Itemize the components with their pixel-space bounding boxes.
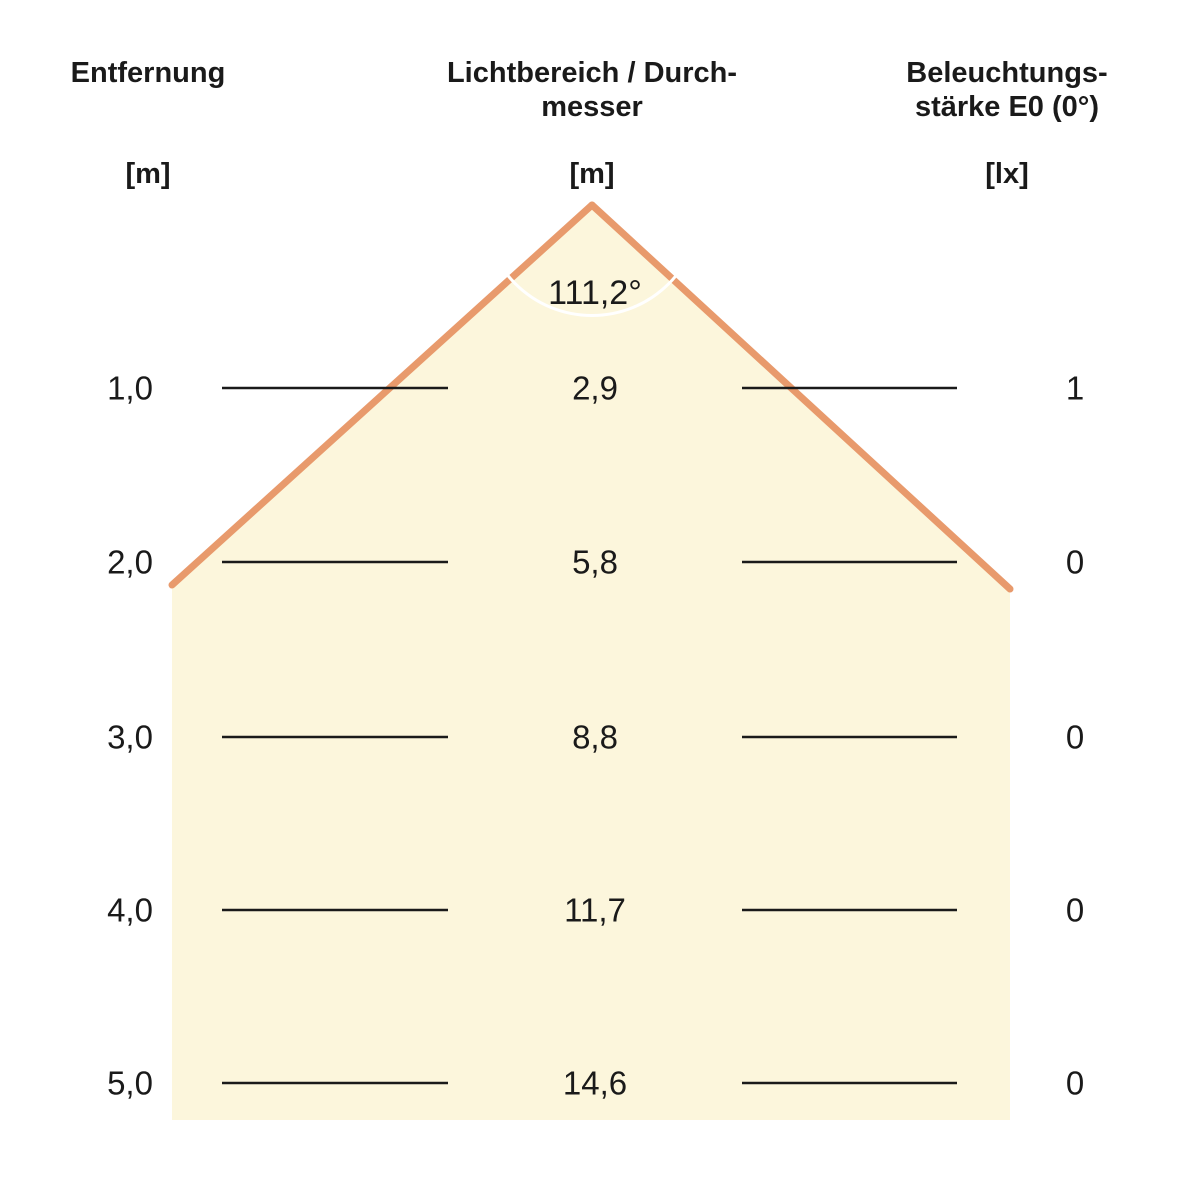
- row-2-distance: 3,0: [107, 718, 153, 756]
- row-4-illuminance: 0: [1065, 1064, 1085, 1102]
- header-distance-title: Entfernung: [70, 57, 226, 89]
- header-distance-unit: [m]: [125, 158, 171, 190]
- row-2-illuminance: 0: [1065, 718, 1085, 756]
- apex-fill: [172, 205, 1010, 1120]
- beam-apex-wedge: [168, 201, 1014, 1120]
- row-4-distance: 5,0: [107, 1064, 153, 1102]
- row-0-illuminance: 1: [1065, 369, 1085, 407]
- row-0-diameter: 2,9: [572, 369, 618, 407]
- apex-edge-left: [168, 201, 596, 589]
- row-3-illuminance: 0: [1065, 891, 1085, 929]
- header-diameter-title: Lichtbereich / Durch- messer: [446, 57, 738, 124]
- row-1-diameter: 5,8: [572, 543, 618, 581]
- header-illuminance-unit: [lx]: [985, 158, 1029, 190]
- row-1-distance: 2,0: [107, 543, 153, 581]
- row-2-diameter: 8,8: [572, 718, 618, 756]
- header-diameter-unit: [m]: [569, 158, 615, 190]
- row-3-distance: 4,0: [107, 891, 153, 929]
- row-4-diameter: 14,6: [562, 1064, 628, 1102]
- row-3-diameter: 11,7: [564, 891, 626, 929]
- apex-edge-right: [588, 201, 1014, 593]
- beam-angle-label: 111,2°: [548, 274, 642, 312]
- leader-lines: [222, 386, 957, 1085]
- row-1-illuminance: 0: [1065, 543, 1085, 581]
- header-illuminance-title: Beleuchtungs- stärke E0 (0°): [906, 57, 1108, 124]
- row-0-distance: 1,0: [107, 369, 153, 407]
